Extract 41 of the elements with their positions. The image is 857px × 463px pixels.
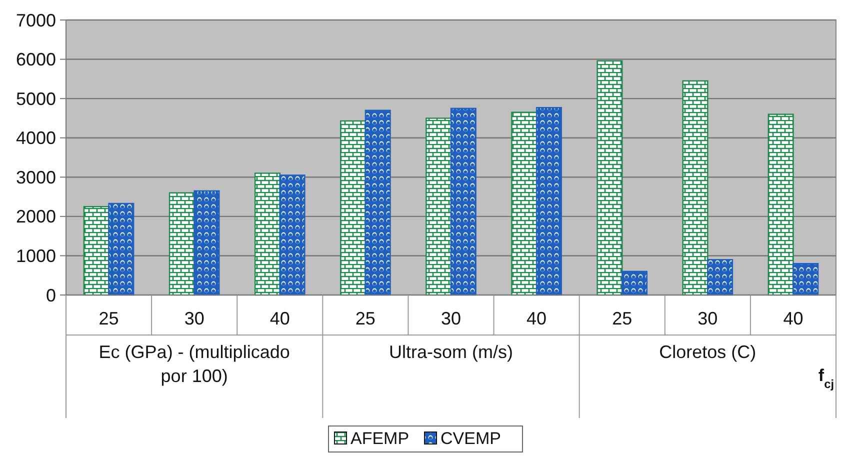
y-tick-label: 0 [46,285,56,306]
x-tick-label: 40 [270,308,290,328]
y-tick-label: 6000 [16,50,56,70]
y-tick-label: 4000 [16,128,56,148]
y-tick-label: 1000 [16,246,56,266]
bar [707,259,734,296]
bar [682,80,708,296]
x-tick-label: 30 [184,308,204,328]
bar [511,112,538,296]
x-tick-label: 25 [355,308,376,328]
bar [768,114,794,296]
x-tick-label: 40 [526,308,547,328]
bar [83,206,110,296]
x-tick-label: 25 [98,308,119,328]
bar [194,190,220,296]
y-tick-label: 7000 [16,10,56,30]
text: Cloretos (C) [659,342,756,362]
x-tick-label: 30 [698,308,718,328]
bar [596,60,623,296]
text: Ultra-som (m/s) [389,342,513,362]
x-tick-label: 30 [440,308,462,328]
y-tick-label: 2000 [16,206,56,227]
x-tick-label: 40 [783,308,804,328]
bar [536,107,562,296]
y-tick-label: 3000 [16,167,56,188]
bar [168,192,195,296]
bar [450,108,476,296]
bar [792,262,819,296]
bar [364,110,391,296]
legend-label: AFEMP [350,428,410,448]
bar [279,174,306,296]
text: Ec (GPa) - (multiplicado por 100) [98,342,290,386]
bar [426,118,452,296]
x-tick-label: 25 [612,308,632,328]
legend-label: CVEMP [440,428,501,448]
y-tick-label: 5000 [16,88,56,109]
bar [254,172,280,296]
x-axis-title: f$_{cj}$ [818,366,834,391]
bar [108,202,134,296]
bar [622,270,648,296]
bar [340,120,366,296]
